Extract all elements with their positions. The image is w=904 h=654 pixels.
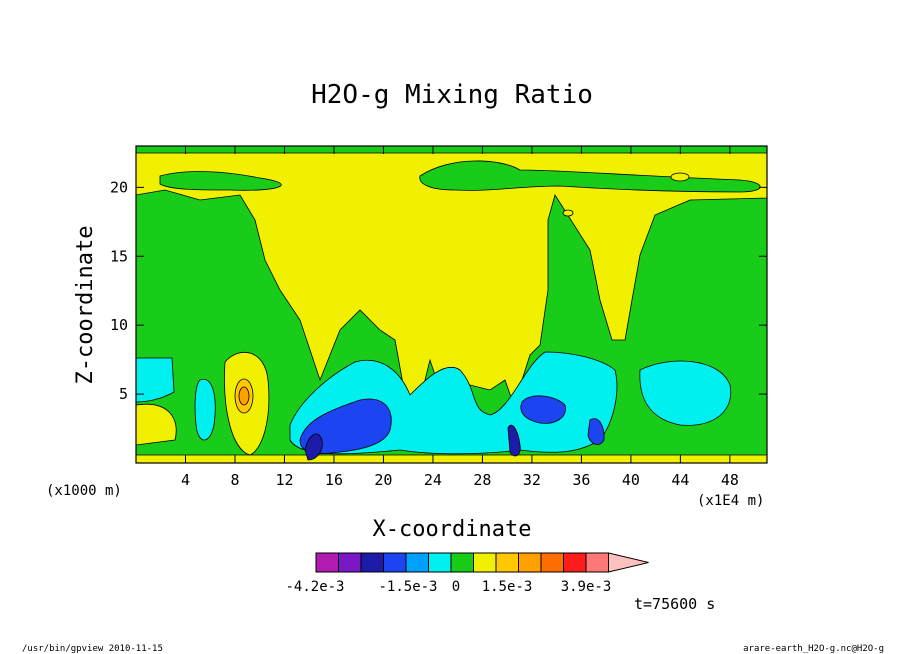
x-tick-label: 20 bbox=[374, 471, 392, 489]
colorbar-swatch bbox=[495, 552, 519, 573]
x-tick-label: 32 bbox=[523, 471, 541, 489]
y-tick-label: 10 bbox=[110, 316, 128, 334]
x-axis-label: X-coordinate bbox=[373, 517, 532, 542]
footer-left: /usr/bin/gpview 2010-11-15 bbox=[22, 644, 163, 654]
colorbar-labels: -4.2e-3 -1.5e-3 0 1.5e-3 3.9e-3 bbox=[285, 579, 611, 595]
colorbar-arrow bbox=[608, 552, 649, 573]
colorbar-swatch bbox=[315, 552, 339, 573]
time-label: t=75600 s bbox=[634, 595, 715, 613]
y-tick-label: 20 bbox=[110, 178, 128, 196]
plot-area bbox=[136, 146, 767, 463]
x-tick-label: 24 bbox=[424, 471, 442, 489]
colorbar-swatch bbox=[518, 552, 542, 573]
x-tick-label: 28 bbox=[473, 471, 491, 489]
colorbar-swatch bbox=[473, 552, 497, 573]
colorbar-swatch bbox=[405, 552, 429, 573]
blue-region-small bbox=[587, 418, 605, 445]
x-tick-label: 36 bbox=[572, 471, 590, 489]
yellow-spot-2 bbox=[670, 172, 690, 182]
colorbar-swatch bbox=[428, 552, 452, 573]
x-tick-label: 8 bbox=[230, 471, 239, 489]
cyan-region-small bbox=[194, 378, 216, 441]
cyan-region-right bbox=[639, 360, 732, 426]
x-tick-label: 16 bbox=[325, 471, 343, 489]
blue-region-center bbox=[299, 398, 392, 454]
x-unit-left: (x1000 m) bbox=[46, 483, 122, 499]
colorbar-swatch bbox=[338, 552, 362, 573]
x-tick-label: 4 bbox=[181, 471, 190, 489]
dark-blue-region bbox=[304, 433, 323, 461]
colorbar-swatch bbox=[383, 552, 407, 573]
colorbar-label: 3.9e-3 bbox=[561, 579, 612, 595]
blue-region-right bbox=[520, 395, 566, 424]
y-tick-label: 5 bbox=[119, 385, 128, 403]
colorbar-swatch bbox=[450, 552, 474, 573]
green-band-top-right bbox=[419, 160, 761, 193]
green-band-top bbox=[159, 171, 282, 191]
colorbar-swatch bbox=[540, 552, 564, 573]
colorbar-label: 1.5e-3 bbox=[482, 579, 533, 595]
x-tick-label: 48 bbox=[721, 471, 739, 489]
y-tick-label: 15 bbox=[110, 247, 128, 265]
yellow-region-upper bbox=[136, 152, 767, 402]
colorbar-label: -4.2e-3 bbox=[285, 579, 344, 595]
yellow-region-bottom bbox=[136, 454, 767, 463]
colorbar-swatch bbox=[585, 552, 609, 573]
y-axis-label: Z-coordinate bbox=[73, 226, 98, 385]
colorbar-swatch bbox=[563, 552, 587, 573]
footer-right: arare-earth_H2O-g.nc@H2O-g bbox=[743, 644, 884, 654]
y-axis: 5 10 15 20 bbox=[110, 178, 767, 403]
colorbar-label: -1.5e-3 bbox=[378, 579, 437, 595]
x-unit-right: (x1E4 m) bbox=[697, 493, 764, 509]
yellow-region-lower bbox=[136, 403, 177, 446]
cyan-region-left bbox=[136, 357, 175, 403]
orange-core bbox=[238, 386, 250, 406]
plot-frame bbox=[135, 145, 768, 464]
x-tick-label: 44 bbox=[671, 471, 689, 489]
yellow-spot bbox=[562, 209, 574, 217]
x-tick-label: 12 bbox=[275, 471, 293, 489]
colorbar-swatch bbox=[360, 552, 384, 573]
colorbar-label: 0 bbox=[452, 579, 460, 595]
x-axis: 4 8 12 16 20 24 28 32 36 40 44 48 bbox=[181, 146, 739, 489]
chart-title: H2O-g Mixing Ratio bbox=[311, 80, 593, 110]
colorbar bbox=[315, 552, 649, 573]
dark-blue-region-2 bbox=[507, 424, 521, 457]
x-tick-label: 40 bbox=[622, 471, 640, 489]
